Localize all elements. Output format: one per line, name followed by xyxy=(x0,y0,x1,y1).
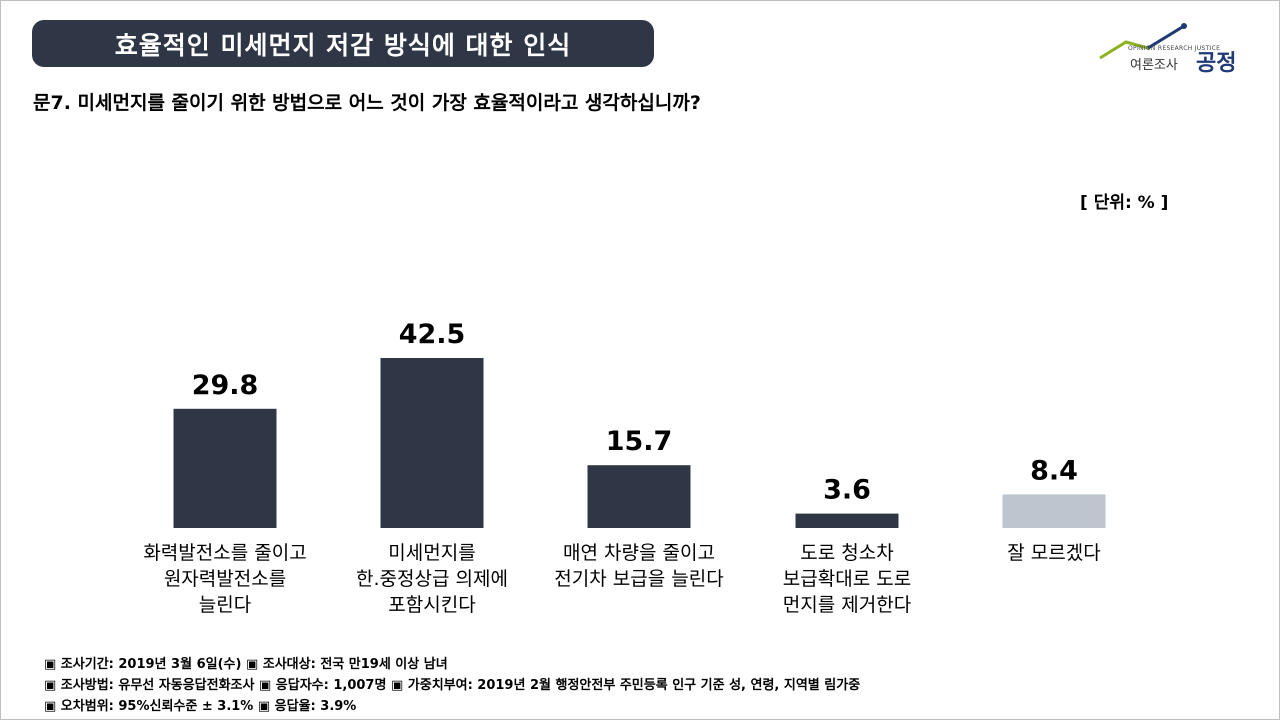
page-title-text: 효율적인 미세먼지 저감 방식에 대한 인식 xyxy=(114,30,572,60)
bar-value-label: 29.8 xyxy=(192,370,259,401)
category-label-line: 원자력발전소를 xyxy=(163,568,287,590)
category-label-line: 보급확대로 도로 xyxy=(782,568,912,590)
note-line: ▣ 조사방법: 유무선 자동응답전화조사 ▣ 응답자수: 1,007명 ▣ 가중… xyxy=(44,678,861,693)
survey-notes: ▣ 조사기간: 2019년 3월 6일(수) ▣ 조사대상: 전국 만19세 이… xyxy=(44,654,860,717)
category-label-line: 먼지를 제거한다 xyxy=(782,594,912,616)
category-label-line: 도로 청소차 xyxy=(800,542,894,564)
note-line: ▣ 오차범위: 95%신뢰수준 ± 3.1% ▣ 응답율: 3.9% xyxy=(44,699,357,714)
note-line: ▣ 조사기간: 2019년 3월 6일(수) ▣ 조사대상: 전국 만19세 이… xyxy=(44,657,448,672)
bar xyxy=(587,465,691,528)
bar-value-label: 3.6 xyxy=(823,475,871,506)
bar xyxy=(380,358,484,528)
category-label-line: 미세먼지를 xyxy=(388,542,476,564)
category-label-line: 잘 모르겠다 xyxy=(1007,542,1101,564)
category-label-line: 화력발전소를 줄이고 xyxy=(143,542,307,564)
logo-sub-text: OPINION RESEARCH JUSTICE xyxy=(1128,45,1221,52)
unit-label: [ 단위: % ] xyxy=(1080,193,1169,213)
category-label-line: 전기차 보급을 늘린다 xyxy=(554,568,724,590)
bar-value-label: 42.5 xyxy=(399,319,466,350)
bar xyxy=(1002,494,1106,528)
bar-value-label: 15.7 xyxy=(606,426,673,457)
category-label-line: 한.중정상급 의제에 xyxy=(356,568,508,590)
category-label-line: 포함시킨다 xyxy=(388,594,476,616)
bar xyxy=(795,513,899,528)
bar-value-label: 8.4 xyxy=(1030,455,1078,486)
category-label-line: 매연 차량을 줄이고 xyxy=(563,542,715,564)
category-label-line: 늘린다 xyxy=(198,594,252,616)
category-label: 잘 모르겠다 xyxy=(954,540,1154,566)
trend-line-logo-icon xyxy=(1099,23,1187,60)
logo-korean-name: 여론조사 xyxy=(1130,58,1178,73)
company-logo: OPINION RESEARCH JUSTICE 여론조사 공정 xyxy=(1096,20,1256,76)
logo-brand-name: 공정 xyxy=(1196,51,1237,76)
page-title: 효율적인 미세먼지 저감 방식에 대한 인식 xyxy=(32,20,654,67)
survey-question: 문7. 미세먼지를 줄이기 위한 방법으로 어느 것이 가장 효율적이라고 생각… xyxy=(33,92,701,114)
bar xyxy=(173,408,277,528)
